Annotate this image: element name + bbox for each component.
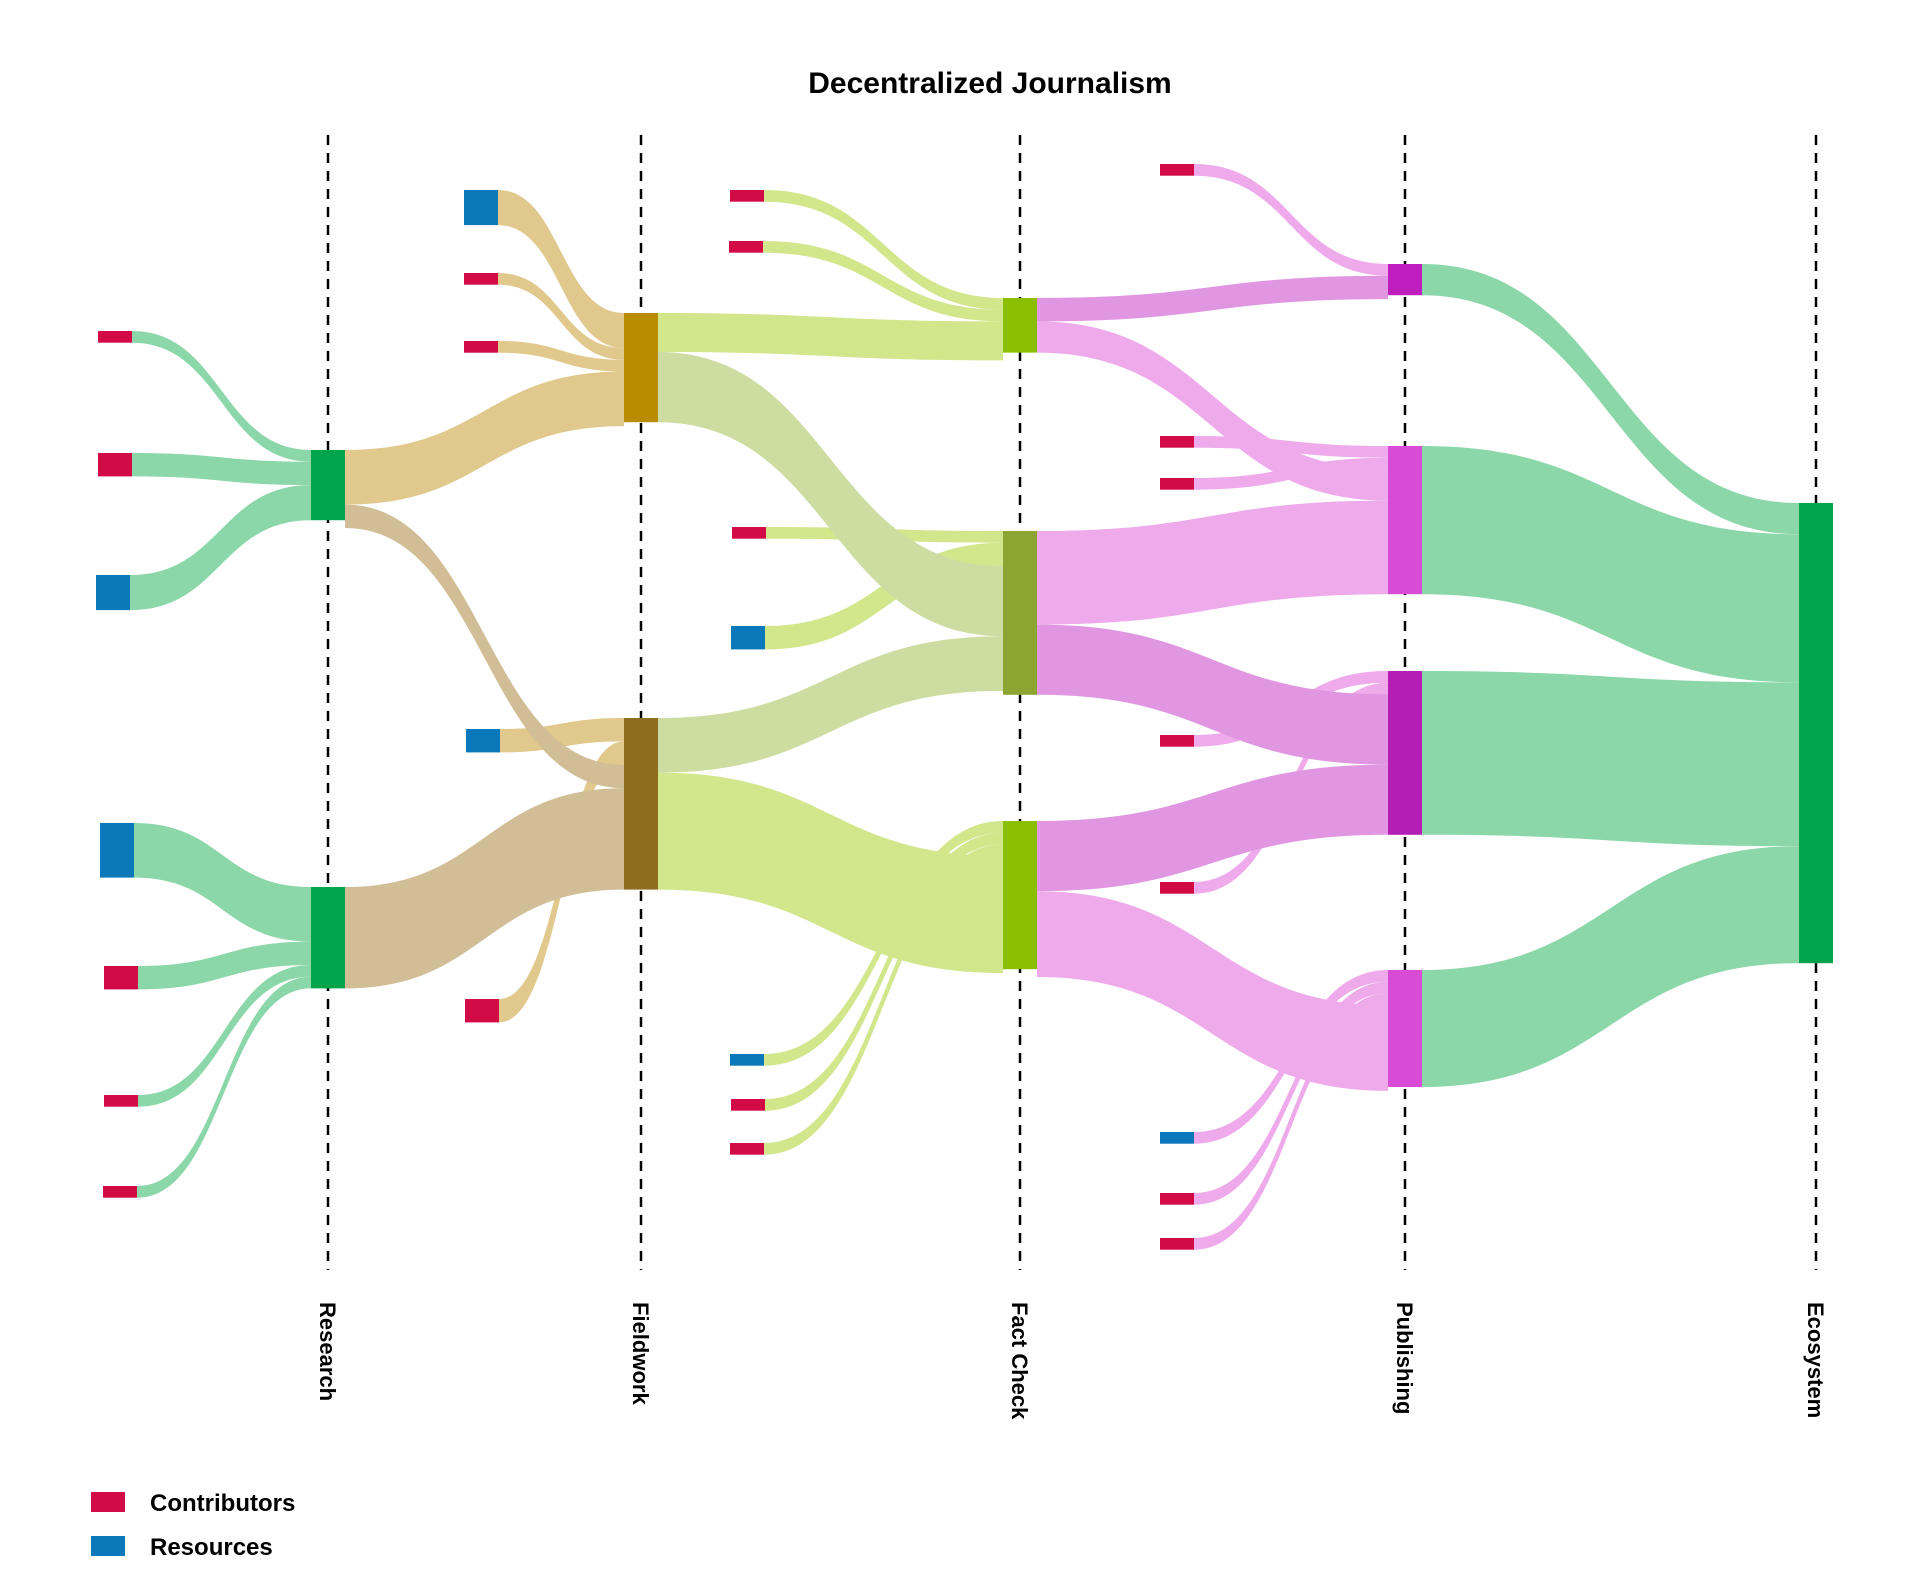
input-node-contributors-p2-a [1160,436,1194,448]
input-flow-r1-b [132,453,311,486]
stage-label-research: Research [315,1302,340,1401]
input-node-contributors-c1-a [730,190,764,202]
input-flow-r1-c [130,485,311,611]
input-node-resources-c3-a [730,1054,764,1066]
link-flow-f1-c1 [658,313,1003,361]
input-node-resources-p4-a [1160,1132,1194,1144]
link-flow-c2-p3 [1037,624,1388,765]
hub-node-p2 [1388,446,1422,595]
input-flow-p4-b [1194,981,1388,1205]
input-node-contributors-c2-a [732,527,766,539]
input-node-contributors-p4-c [1160,1238,1194,1250]
input-flow-r2-c [138,965,311,1107]
link-flow-c3-p3 [1037,764,1388,892]
stage-labels: Research Fieldwork Fact Check Publishing Eco… [315,1302,1828,1420]
hub-node-f2 [624,718,658,890]
input-node-contributors-r1-a [98,331,132,343]
input-flow-f1-c [498,341,624,372]
input-flow-c1-b [763,241,1003,322]
input-flow-f1-a [498,190,624,349]
input-node-resources-r1-c [96,575,130,611]
legend-label-resources: Resources [150,1534,273,1561]
input-flow-r2-b [138,941,311,990]
hub-node-e1 [1799,503,1833,964]
input-node-resources-r2-a [100,823,134,878]
legend-label-contributors: Contributors [150,1490,295,1517]
legend-swatch-resources [91,1536,125,1556]
input-node-contributors-r1-b [98,453,132,477]
input-node-contributors-r2-d [103,1186,137,1198]
input-flow-f2-a [500,718,624,753]
link-flow-r1-f1 [345,371,624,505]
input-flow-r2-a [134,823,311,942]
link-flow-c2-p2 [1037,500,1388,625]
stage-label-ecosystem: Ecosystem [1803,1302,1828,1418]
stage-label-fieldwork: Fieldwork [628,1302,653,1405]
link-flow-p1-e1 [1422,264,1799,535]
hub-node-f1 [624,313,658,423]
input-node-contributors-p3-b [1160,882,1194,894]
link-flow-p3-e1 [1422,671,1799,847]
input-node-contributors-p3-a [1160,735,1194,747]
hub-node-p3 [1388,671,1422,835]
input-node-contributors-p2-b [1160,478,1194,490]
input-node-contributors-f2-b [465,999,499,1023]
link-flow-f2-c3 [658,772,1003,974]
link-flow-r2-f2 [345,788,624,989]
input-flow-c3-c [764,844,1003,1155]
input-flow-c3-b [765,832,1003,1111]
hub-node-p4 [1388,970,1422,1087]
input-flow-c1-a [764,190,1003,310]
input-node-contributors-r2-c [104,1095,138,1107]
link-flow-c1-p2 [1037,321,1388,501]
input-flow-r1-a [132,331,311,462]
link-flow-p2-e1 [1422,446,1799,683]
link-flow-f1-c2 [658,352,1003,637]
input-node-resources-f1-a [464,190,498,226]
input-node-contributors-p4-b [1160,1193,1194,1205]
hub-node-c2 [1003,531,1037,695]
nodes-layer [96,164,1833,1250]
hub-node-c1 [1003,298,1037,353]
input-flow-f1-b [498,273,624,360]
link-flow-p4-e1 [1422,846,1799,1087]
input-flow-r2-d [137,976,311,1198]
link-flow-c1-p1 [1037,275,1388,322]
legend: Contributors Resources [91,1490,295,1561]
hub-node-p1 [1388,264,1422,296]
stage-label-fact-check: Fact Check [1007,1302,1032,1420]
input-node-contributors-r2-b [104,966,138,990]
input-node-resources-c2-b [731,626,765,650]
link-flow-f2-c2 [658,636,1003,773]
hub-node-r2 [311,887,345,989]
stage-label-publishing: Publishing [1392,1302,1417,1414]
flows-layer [130,164,1799,1250]
link-flow-c3-p4 [1037,891,1388,1091]
input-node-resources-f2-a [466,729,500,753]
input-flow-p1-a [1194,164,1388,276]
input-node-contributors-p1-a [1160,164,1194,176]
legend-swatch-contributors [91,1492,125,1512]
input-node-contributors-f1-b [464,273,498,285]
input-node-contributors-c3-c [730,1143,764,1155]
link-flow-r1-f2 [345,504,624,789]
input-flow-p4-c [1194,993,1388,1250]
input-node-contributors-f1-c [464,341,498,353]
input-node-contributors-c3-b [731,1099,765,1111]
input-node-contributors-c1-b [729,241,763,253]
hub-node-r1 [311,450,345,521]
chart-title: Decentralized Journalism [808,67,1171,100]
hub-node-c3 [1003,821,1037,970]
